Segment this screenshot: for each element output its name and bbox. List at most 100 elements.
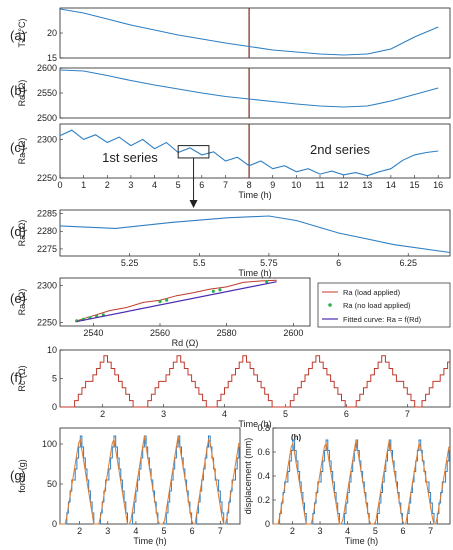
- y-tick-label-d: 2280: [37, 226, 57, 236]
- x-axis-label-h: Time (h): [345, 536, 378, 546]
- rc-staircase-line: [60, 355, 450, 408]
- x-tick-label-c: 5: [176, 180, 181, 190]
- y-tick-label-f: 10: [47, 345, 57, 355]
- x-tick-label-d: 6.25: [399, 258, 417, 268]
- x-tick-label-g: 6: [190, 526, 195, 536]
- x-tick-label-c: 2: [105, 180, 110, 190]
- y-tick-label-e: 2250: [37, 317, 57, 327]
- plot-frame-b: [59, 67, 451, 119]
- y-tick-label-g: 0: [52, 519, 57, 529]
- ra-no-load-point: [265, 280, 269, 284]
- y-tick-label-f: 5: [52, 374, 57, 384]
- x-tick-label-d: 5.5: [193, 258, 206, 268]
- ra-no-load-point: [218, 288, 222, 292]
- y-tick-label-h: 0.2: [257, 495, 270, 505]
- x-tick-label-c: 0: [57, 180, 62, 190]
- x-tick-label-c: 14: [386, 180, 396, 190]
- zoom-arrow-head: [189, 200, 198, 208]
- y-tick-label-f: 0: [52, 402, 57, 412]
- y-axis-label-d: Ra (Ω): [17, 220, 27, 247]
- panel-label-f: (f): [10, 370, 22, 385]
- x-tick-label-d: 6: [336, 258, 341, 268]
- y-axis-label-e: Ra (Ω): [17, 289, 27, 316]
- x-tick-label-h: 7: [428, 526, 433, 536]
- plot-frame-g: [59, 427, 241, 525]
- x-tick-label-f: 2: [100, 409, 105, 419]
- series-annotation-2: 2nd series: [310, 142, 370, 157]
- panel-label-h: (h): [291, 433, 302, 442]
- plot-frame-c: [59, 123, 451, 179]
- y-tick-label-h: 0: [265, 519, 270, 529]
- x-tick-label-c: 10: [291, 180, 301, 190]
- x-tick-label-f: 5: [283, 409, 288, 419]
- panel-label-b: (b): [10, 83, 26, 98]
- y-tick-label-e: 2300: [37, 280, 57, 290]
- y-axis-label-g: force (g): [17, 459, 27, 493]
- x-tick-label-h: 6: [400, 526, 405, 536]
- x-tick-label-g: 4: [133, 526, 138, 536]
- x-tick-label-h: 5: [373, 526, 378, 536]
- series-line-d: [59, 215, 451, 254]
- y-axis-label-f: Rc (Ω): [17, 365, 27, 391]
- fitted-triangle-g: [60, 435, 240, 525]
- x-tick-label-c: 15: [410, 180, 420, 190]
- x-tick-label-d: 5.75: [260, 258, 278, 268]
- series-line-b: [59, 69, 439, 108]
- x-tick-label-f: 3: [161, 409, 166, 419]
- y-tick-label-h: 0.4: [257, 471, 270, 481]
- x-axis-label-c: Time (h): [238, 190, 271, 200]
- panel-label-g: (g): [10, 468, 26, 483]
- x-tick-label-h: 3: [318, 526, 323, 536]
- x-tick-label-e: 2580: [217, 328, 237, 338]
- panel-label-d: (d): [10, 224, 26, 239]
- y-tick-label-b: 2500: [37, 113, 57, 123]
- zoom-box: [177, 145, 210, 159]
- y-tick-label-d: 2275: [37, 244, 57, 254]
- x-tick-label-d: 5.25: [121, 258, 139, 268]
- ra-no-load-point: [165, 298, 169, 302]
- x-tick-label-g: 2: [77, 526, 82, 536]
- y-tick-label-c: 2250: [37, 173, 57, 183]
- plot-frame-a: [59, 7, 451, 59]
- y-tick-label-a: 15: [47, 53, 57, 63]
- x-tick-label-c: 9: [270, 180, 275, 190]
- x-tick-label-h: 4: [345, 526, 350, 536]
- legend-label-load: Ra (load applied): [343, 288, 401, 297]
- plot-frame-d: [59, 209, 451, 257]
- series-line-a: [59, 8, 439, 56]
- x-tick-label-c: 8: [247, 180, 252, 190]
- y-tick-label-b: 2550: [37, 88, 57, 98]
- x-tick-label-c: 16: [433, 180, 443, 190]
- x-tick-label-f: 7: [405, 409, 410, 419]
- y-tick-label-c: 2300: [37, 134, 57, 144]
- x-axis-label-f: Time (h): [238, 419, 271, 429]
- ra-no-load-point: [211, 289, 215, 293]
- series-annotation-1: 1st series: [102, 150, 158, 165]
- panel-label-a: (a): [10, 28, 26, 43]
- x-tick-label-c: 1: [81, 180, 86, 190]
- x-tick-label-e: 2540: [83, 328, 103, 338]
- x-axis-label-e: Rd (Ω): [172, 338, 199, 348]
- legend-label-no-load: Ra (no load applied): [343, 301, 411, 310]
- y-tick-label-d: 2285: [37, 209, 57, 219]
- x-tick-label-c: 13: [362, 180, 372, 190]
- x-tick-label-f: 6: [344, 409, 349, 419]
- x-tick-label-c: 3: [128, 180, 133, 190]
- x-tick-label-e: 2560: [150, 328, 170, 338]
- y-tick-label-g: 100: [42, 439, 57, 449]
- ra-load-applied-line: [76, 279, 277, 322]
- ra-no-load-point: [158, 300, 162, 304]
- y-tick-label-b: 2600: [37, 63, 57, 73]
- fitted-triangle-h: [273, 439, 450, 525]
- x-tick-label-h: 2: [290, 526, 295, 536]
- fitted-curve-line: [76, 281, 277, 323]
- y-tick-label-h: 0.6: [257, 447, 270, 457]
- x-tick-label-c: 6: [199, 180, 204, 190]
- x-tick-label-f: 4: [222, 409, 227, 419]
- x-tick-label-g: 5: [162, 526, 167, 536]
- x-tick-label-c: 11: [315, 180, 324, 190]
- legend-box: [317, 282, 451, 328]
- y-axis-label-h: displacement (mm): [243, 438, 253, 515]
- series-line-c: [59, 129, 439, 177]
